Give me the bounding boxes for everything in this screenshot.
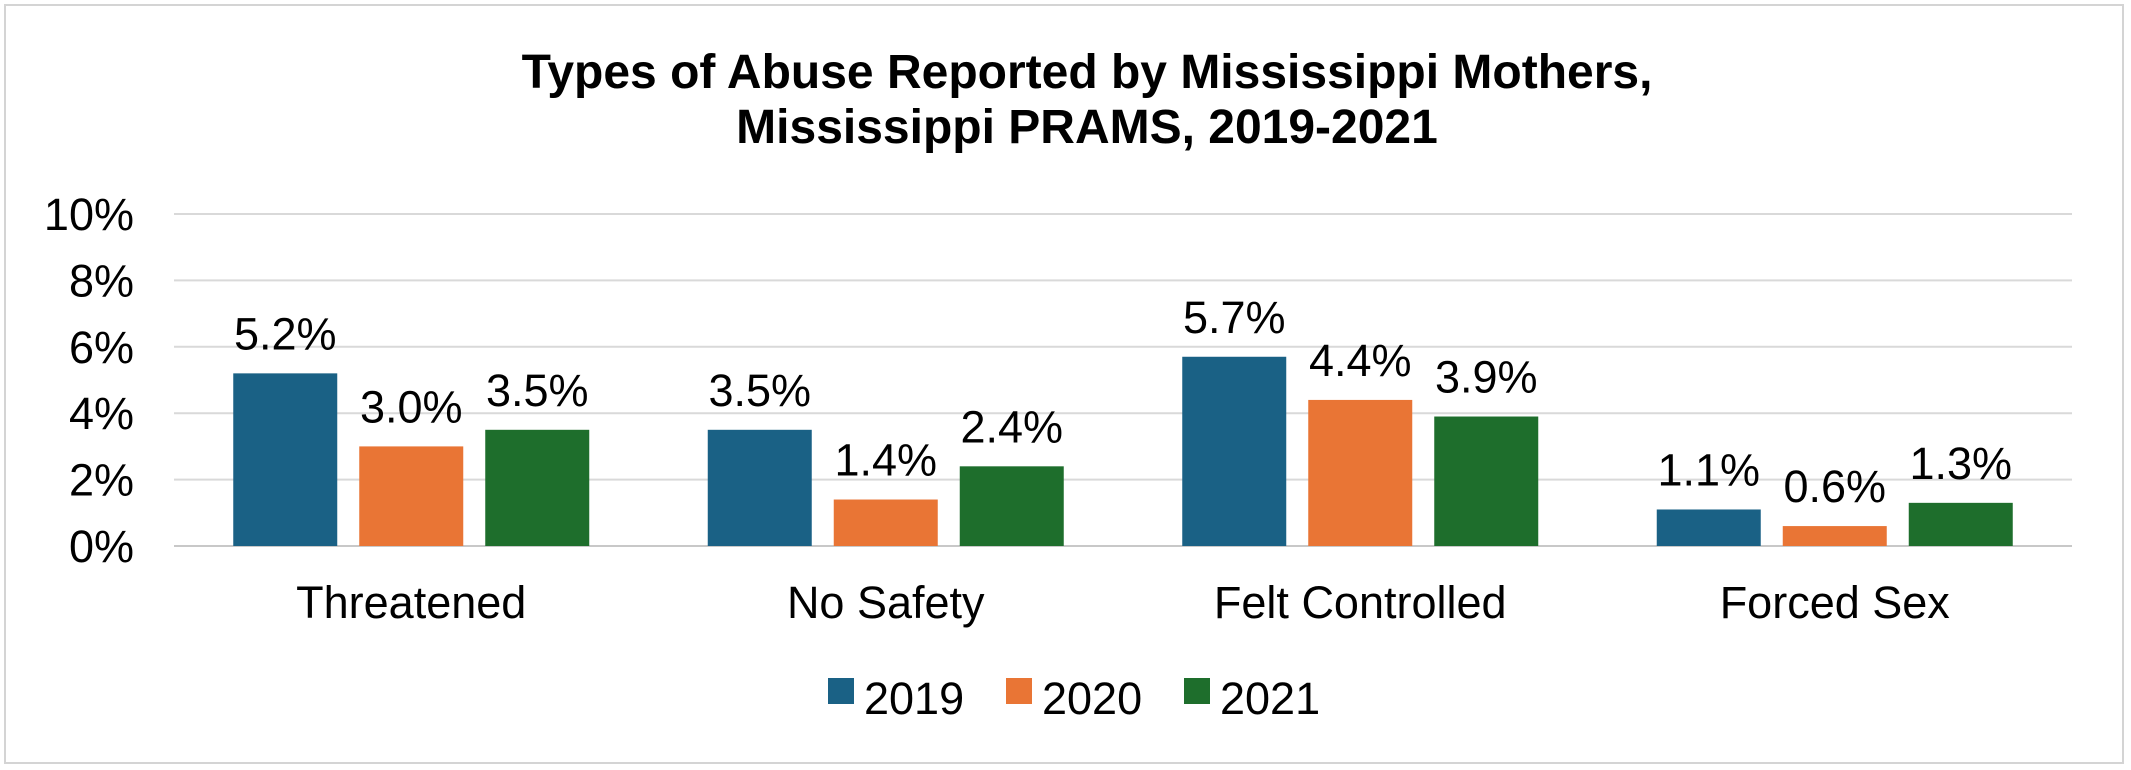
bar-2019-no-safety: [707, 429, 812, 546]
legend-label: 2019: [864, 673, 964, 724]
category-label: Threatened: [296, 577, 526, 628]
bar-2021-threatened: [485, 429, 590, 546]
data-label: 1.4%: [834, 435, 937, 486]
data-label: 1.1%: [1657, 444, 1760, 495]
chart-frame: Types of Abuse Reported by Mississippi M…: [4, 4, 2124, 764]
bar-2020-no-safety: [833, 499, 938, 546]
legend-label: 2020: [1042, 673, 1142, 724]
legend-swatch-2020: [1006, 678, 1032, 704]
bar-2020-threatened: [359, 446, 464, 546]
y-tick-label: 2%: [69, 455, 134, 506]
chart-title-line: Mississippi PRAMS, 2019-2021: [736, 101, 1438, 154]
legend-swatch-2021: [1184, 678, 1210, 704]
data-labels: 5.2% 3.0% 3.5% 3.5% 1.4% 2.4% 5.7% 4.4% 3.9% 1.1%…: [234, 292, 2012, 512]
data-label: 3.5%: [708, 365, 811, 416]
data-label: 3.5%: [486, 365, 589, 416]
bar-2021-felt-controlled: [1434, 416, 1539, 546]
chart-title: Types of Abuse Reported by Mississippi M…: [522, 46, 1653, 154]
bar-2019-felt-controlled: [1182, 356, 1287, 546]
bar-2020-forced-sex: [1782, 526, 1887, 546]
data-label: 3.0%: [360, 381, 463, 432]
category-label: Forced Sex: [1720, 577, 1951, 628]
y-axis-tick-labels: 0% 2% 4% 6% 8% 10%: [44, 189, 134, 572]
legend-label: 2021: [1220, 673, 1320, 724]
bar-2020-felt-controlled: [1308, 399, 1413, 546]
chart-title-line: Types of Abuse Reported by Mississippi M…: [522, 46, 1653, 99]
legend: 2019 2020 2021: [828, 673, 1320, 724]
y-tick-label: 4%: [69, 388, 134, 439]
category-label: No Safety: [787, 577, 985, 628]
y-tick-label: 10%: [44, 189, 134, 240]
bar-chart: Types of Abuse Reported by Mississippi M…: [44, 46, 2072, 724]
data-label: 2.4%: [960, 401, 1063, 452]
data-label: 1.3%: [1909, 438, 2012, 489]
y-tick-label: 6%: [69, 322, 134, 373]
data-label: 4.4%: [1309, 335, 1412, 386]
legend-swatch-2019: [828, 678, 854, 704]
data-label: 5.7%: [1183, 292, 1286, 343]
category-label: Felt Controlled: [1214, 577, 1507, 628]
bars: [233, 356, 2013, 546]
data-label: 5.2%: [234, 308, 337, 359]
bar-2019-threatened: [233, 373, 338, 546]
data-label: 0.6%: [1783, 461, 1886, 512]
x-axis-category-labels: Threatened No Safety Felt Controlled Forced…: [296, 577, 1950, 628]
bar-2021-forced-sex: [1908, 502, 2013, 546]
bar-2019-forced-sex: [1656, 509, 1761, 546]
data-label: 3.9%: [1435, 352, 1538, 403]
bar-2021-no-safety: [959, 466, 1064, 546]
y-tick-label: 0%: [69, 521, 134, 572]
y-tick-label: 8%: [69, 255, 134, 306]
